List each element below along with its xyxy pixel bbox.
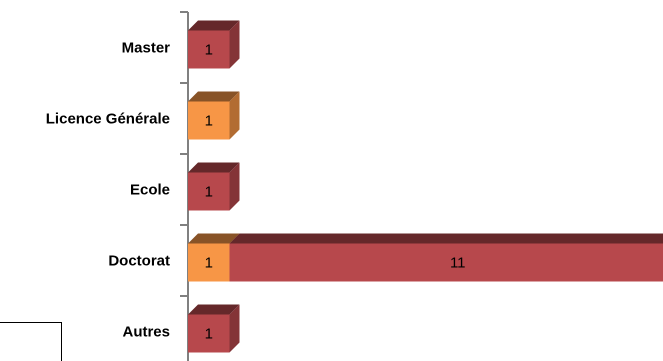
- bar: [229, 243, 663, 282]
- bar: [188, 243, 230, 282]
- category-label: Master: [122, 40, 171, 57]
- bar-side-face: [229, 91, 240, 140]
- data-label: 1: [205, 184, 213, 201]
- bar: [188, 314, 230, 353]
- bar-top-face: [188, 20, 240, 31]
- data-label: 1: [205, 255, 213, 272]
- bar: [188, 101, 230, 140]
- bar-top-face: [188, 304, 240, 315]
- bar: [188, 172, 230, 211]
- category-label: Ecole: [130, 182, 170, 199]
- data-label: 1: [205, 326, 213, 343]
- legend-box: [0, 322, 62, 361]
- data-label: 11: [450, 255, 466, 272]
- data-label: 1: [205, 113, 213, 130]
- bar-top-face: [188, 233, 240, 244]
- bar-top-face: [229, 233, 663, 244]
- bar-top-face: [188, 162, 240, 173]
- bar-top-face: [188, 91, 240, 102]
- category-label: Autres: [122, 324, 170, 341]
- bar: [188, 30, 230, 69]
- bar-side-face: [229, 304, 240, 353]
- bar-side-face: [229, 20, 240, 69]
- category-label: Licence Générale: [46, 111, 170, 128]
- data-label: 1: [205, 42, 213, 59]
- category-label: Doctorat: [108, 253, 170, 270]
- bar-side-face: [229, 162, 240, 211]
